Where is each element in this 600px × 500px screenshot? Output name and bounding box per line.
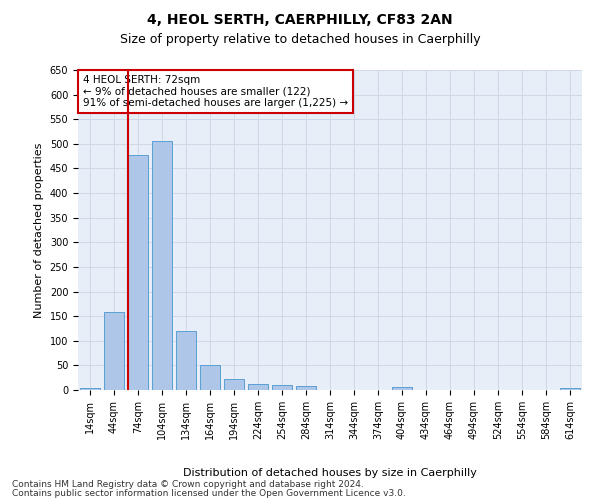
Bar (392, 387, 412, 390)
Text: Size of property relative to detached houses in Caerphilly: Size of property relative to detached ho… (119, 32, 481, 46)
Bar (176, 331, 196, 390)
Bar (152, 142, 172, 390)
Text: Contains public sector information licensed under the Open Government Licence v3: Contains public sector information licen… (12, 489, 406, 498)
Bar (200, 366, 220, 390)
Text: 4 HEOL SERTH: 72sqm
← 9% of detached houses are smaller (122)
91% of semi-detach: 4 HEOL SERTH: 72sqm ← 9% of detached hou… (83, 75, 348, 108)
Bar (272, 384, 292, 390)
Bar (560, 388, 580, 390)
Y-axis label: Number of detached properties: Number of detached properties (34, 142, 44, 318)
Text: Contains HM Land Registry data © Crown copyright and database right 2024.: Contains HM Land Registry data © Crown c… (12, 480, 364, 489)
Bar (80, 388, 100, 390)
Text: 4, HEOL SERTH, CAERPHILLY, CF83 2AN: 4, HEOL SERTH, CAERPHILLY, CF83 2AN (147, 12, 453, 26)
Bar (224, 378, 244, 390)
Bar (104, 312, 124, 390)
Bar (128, 154, 148, 390)
Bar (248, 384, 268, 390)
Bar (296, 386, 316, 390)
Text: Distribution of detached houses by size in Caerphilly: Distribution of detached houses by size … (183, 468, 477, 477)
